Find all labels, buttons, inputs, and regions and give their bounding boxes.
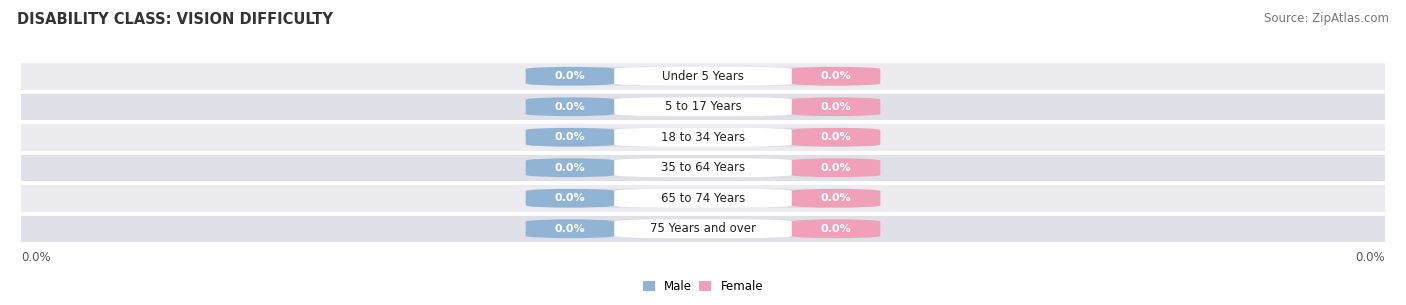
FancyBboxPatch shape <box>526 158 614 177</box>
FancyBboxPatch shape <box>614 97 792 116</box>
FancyBboxPatch shape <box>526 67 880 86</box>
Text: 0.0%: 0.0% <box>555 102 585 112</box>
Text: 0.0%: 0.0% <box>555 193 585 203</box>
FancyBboxPatch shape <box>614 189 792 208</box>
FancyBboxPatch shape <box>526 189 614 208</box>
Text: 0.0%: 0.0% <box>821 224 851 234</box>
Text: 0.0%: 0.0% <box>21 251 51 264</box>
Text: 35 to 64 Years: 35 to 64 Years <box>661 161 745 174</box>
FancyBboxPatch shape <box>526 219 880 238</box>
FancyBboxPatch shape <box>792 67 880 86</box>
FancyBboxPatch shape <box>614 158 792 177</box>
Text: 0.0%: 0.0% <box>821 102 851 112</box>
FancyBboxPatch shape <box>614 67 792 86</box>
Text: 75 Years and over: 75 Years and over <box>650 222 756 235</box>
Text: 0.0%: 0.0% <box>555 71 585 81</box>
FancyBboxPatch shape <box>526 189 880 208</box>
Text: 0.0%: 0.0% <box>821 193 851 203</box>
Text: 65 to 74 Years: 65 to 74 Years <box>661 192 745 205</box>
Bar <box>21 215 1385 242</box>
Text: 0.0%: 0.0% <box>821 71 851 81</box>
Text: 18 to 34 Years: 18 to 34 Years <box>661 131 745 144</box>
FancyBboxPatch shape <box>526 128 614 147</box>
Text: 0.0%: 0.0% <box>1355 251 1385 264</box>
Bar <box>21 124 1385 151</box>
FancyBboxPatch shape <box>792 219 880 238</box>
Bar <box>21 93 1385 120</box>
FancyBboxPatch shape <box>614 219 792 238</box>
Bar <box>21 63 1385 90</box>
FancyBboxPatch shape <box>792 97 880 116</box>
Text: Source: ZipAtlas.com: Source: ZipAtlas.com <box>1264 12 1389 25</box>
FancyBboxPatch shape <box>792 189 880 208</box>
FancyBboxPatch shape <box>792 128 880 147</box>
FancyBboxPatch shape <box>614 128 792 147</box>
FancyBboxPatch shape <box>526 97 614 116</box>
Text: DISABILITY CLASS: VISION DIFFICULTY: DISABILITY CLASS: VISION DIFFICULTY <box>17 12 333 27</box>
Text: Under 5 Years: Under 5 Years <box>662 70 744 83</box>
FancyBboxPatch shape <box>792 158 880 177</box>
Bar <box>21 185 1385 212</box>
Text: 0.0%: 0.0% <box>555 132 585 142</box>
Text: 0.0%: 0.0% <box>821 132 851 142</box>
FancyBboxPatch shape <box>526 219 614 238</box>
Legend: Male, Female: Male, Female <box>643 280 763 293</box>
Bar <box>21 154 1385 181</box>
Text: 0.0%: 0.0% <box>555 224 585 234</box>
FancyBboxPatch shape <box>526 128 880 147</box>
FancyBboxPatch shape <box>526 158 880 177</box>
FancyBboxPatch shape <box>526 97 880 116</box>
Text: 0.0%: 0.0% <box>555 163 585 173</box>
Text: 5 to 17 Years: 5 to 17 Years <box>665 100 741 113</box>
FancyBboxPatch shape <box>526 67 614 86</box>
Text: 0.0%: 0.0% <box>821 163 851 173</box>
